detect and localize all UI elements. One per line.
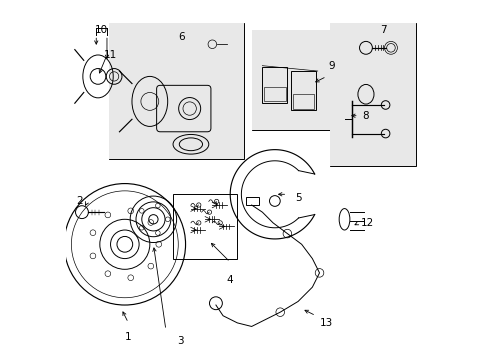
Text: 13: 13 [319, 318, 333, 328]
Text: 4: 4 [226, 275, 233, 285]
Text: 3: 3 [177, 336, 183, 346]
Text: 9: 9 [328, 61, 335, 71]
Bar [251, 30, 329, 130]
Bar [108, 23, 244, 158]
Text: 7: 7 [380, 25, 386, 35]
Text: 8: 8 [362, 111, 368, 121]
Text: 6: 6 [178, 32, 185, 42]
Bar [246, 197, 258, 205]
Bar [251, 30, 329, 130]
Text: 1: 1 [125, 332, 131, 342]
Bar [264, 87, 285, 102]
Text: 10: 10 [95, 25, 108, 35]
Text: 11: 11 [104, 50, 117, 60]
Bar [292, 94, 313, 109]
Bar [262, 67, 287, 103]
Text: 12: 12 [360, 218, 374, 228]
Bar [173, 194, 237, 258]
Bar [108, 23, 244, 158]
Text: 5: 5 [294, 193, 301, 203]
Bar [329, 23, 415, 166]
Bar [290, 71, 315, 111]
Text: 2: 2 [76, 197, 82, 206]
Bar [329, 23, 415, 166]
